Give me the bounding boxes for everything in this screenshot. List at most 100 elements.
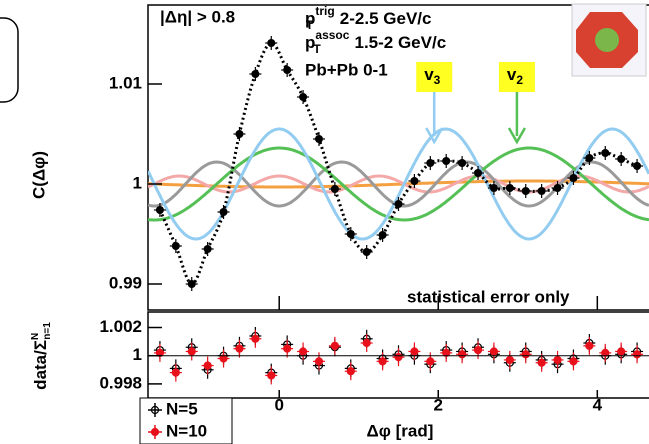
data-point: [346, 367, 355, 376]
data-point: [410, 177, 419, 185]
main-plot: [148, 36, 649, 291]
data-point: [171, 242, 180, 250]
x-tick-label: 2: [434, 395, 443, 414]
harmonic-curve: [148, 146, 649, 222]
kinematics-label: ptrig T 2-2.5 GeV/c: [305, 4, 431, 32]
x-axis-label: Δφ [rad]: [367, 421, 434, 440]
data-point: [155, 206, 164, 214]
y-axis-label: C(Δφ): [29, 151, 48, 199]
data-point: [330, 185, 339, 193]
data-point: [235, 344, 244, 353]
kinematics-label: passoc T 1.5-2 GeV/c: [305, 28, 446, 56]
y-tick-label: 1: [133, 345, 142, 364]
data-point: [632, 350, 642, 359]
text-part: 2: [516, 73, 523, 87]
annotation-box: [498, 62, 535, 92]
text-part: assoc: [315, 28, 349, 42]
data-point: [617, 347, 626, 356]
data-point: [569, 174, 578, 182]
data-point: [505, 355, 514, 365]
data-point: [617, 155, 626, 163]
data-point: [537, 187, 546, 195]
data-point: [187, 347, 196, 356]
legend-label: N=10: [166, 421, 207, 440]
data-point: [601, 149, 610, 157]
data-point: [267, 39, 276, 47]
x-tick-label: 0: [274, 395, 283, 414]
data-point: [458, 350, 467, 359]
annotation-arrowhead: [425, 127, 444, 145]
data-point: [283, 66, 292, 74]
text-part: v: [424, 65, 434, 84]
y-axis-label: data/ΣNn=1: [30, 322, 53, 390]
text-part: T: [313, 42, 321, 56]
data-point: [394, 353, 403, 362]
text-part: 1.5-2 GeV/c: [350, 33, 446, 52]
data-point: [299, 93, 308, 101]
data-point: [537, 358, 546, 367]
data-point: [569, 357, 578, 366]
data-point: [553, 184, 562, 192]
data-point: [426, 357, 435, 366]
annotation-label: v3: [424, 65, 440, 87]
main-frame: [147, 4, 649, 311]
data-point: [442, 348, 451, 357]
legend-marker: [150, 427, 160, 437]
data-point: [410, 347, 419, 356]
y-tick-label: 0.998: [99, 373, 142, 392]
text-part: v: [507, 65, 517, 84]
data-point: [362, 338, 371, 348]
cropped-box: [0, 17, 19, 103]
data-point: [187, 280, 196, 288]
data-point: [346, 230, 355, 238]
data-point: [633, 162, 642, 170]
data-point: [378, 231, 387, 239]
text-part: 3: [434, 73, 441, 87]
data-point: [489, 347, 499, 356]
data-point: [521, 350, 530, 359]
data-point: [219, 354, 228, 363]
text-part: trig: [315, 4, 334, 18]
data-point: [251, 334, 260, 343]
data-point: [298, 347, 308, 356]
data-point: [474, 169, 483, 177]
data-point: [489, 184, 498, 192]
data-point: [171, 368, 180, 377]
text-part: n=1: [42, 322, 53, 340]
y-tick-label: 1.01: [109, 73, 142, 92]
text-part: data/Σ: [31, 340, 50, 390]
ratio-plot: [153, 326, 644, 385]
annotation-label: v2: [507, 65, 523, 87]
data-point: [330, 341, 339, 350]
text-part: T: [306, 18, 314, 32]
note: statistical error only: [407, 287, 570, 306]
data-point: [458, 159, 467, 167]
data-point: [203, 361, 212, 370]
data-point: [235, 130, 244, 138]
data-point: [219, 208, 228, 216]
annotation-arrowhead: [507, 127, 527, 145]
system-label: Pb+Pb 0-1: [305, 60, 388, 79]
legend-marker: [150, 405, 160, 415]
text-part: N: [30, 333, 41, 340]
harmonic-curve: [148, 127, 649, 241]
y-tick-label: 1.002: [99, 317, 142, 336]
logo: [571, 3, 647, 77]
legend-label: N=5: [166, 399, 198, 418]
text-part: 2-2.5 GeV/c: [335, 9, 431, 28]
text-part: p: [305, 33, 315, 52]
data-point: [378, 357, 387, 366]
label: |Δη| > 0.8: [160, 7, 235, 26]
annotation-box: [416, 62, 453, 92]
data-point: [362, 248, 371, 256]
data-point: [267, 371, 276, 380]
data-point: [553, 355, 562, 365]
text-part: p: [305, 9, 315, 28]
data-point: [314, 357, 324, 366]
harmonic-curve: [148, 179, 649, 189]
data-point: [283, 344, 292, 353]
data-point: [505, 184, 514, 192]
data-point: [394, 200, 403, 208]
